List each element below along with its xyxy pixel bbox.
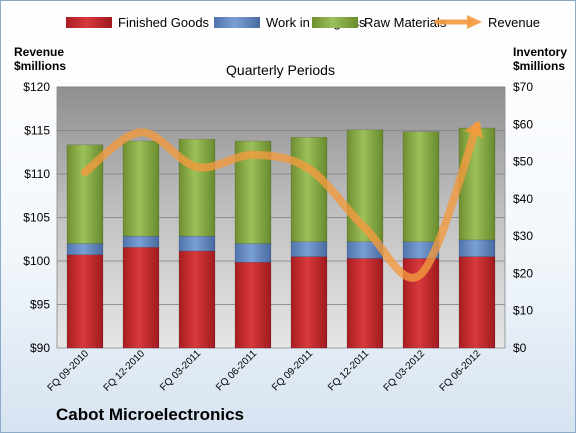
work-in-progress-bar xyxy=(178,235,216,252)
finished-goods-bar xyxy=(458,256,496,349)
left-axis-ticks: $90 $95 $100 $105 $110 $115 $120 xyxy=(23,80,50,355)
right-axis-ticks: $0 $10 $20 $30 $40 $50 $60 $70 xyxy=(513,80,533,355)
raw-materials-bar xyxy=(402,131,440,242)
finished-goods-bar xyxy=(346,258,384,349)
right-axis-title: Inventory $millions xyxy=(513,45,567,73)
right-axis-title-line2: $millions xyxy=(513,59,566,73)
right-axis-title-line1: Inventory xyxy=(513,45,568,59)
chart-title: Quarterly Periods xyxy=(226,62,335,78)
legend-swatch-finished-goods xyxy=(66,17,112,28)
x-axis-category-label: FQ 12-2011 xyxy=(326,348,371,393)
work-in-progress-bar xyxy=(290,241,328,257)
left-axis-title: Revenue $millions xyxy=(14,45,66,73)
work-in-progress-bar xyxy=(458,239,496,257)
revenue-line-group xyxy=(81,120,484,282)
raw-materials-bar xyxy=(122,140,160,237)
finished-goods-bar xyxy=(66,254,104,349)
x-axis-category-label: FQ 12-2010 xyxy=(102,348,148,394)
x-axis-category-label: FQ 06-2012 xyxy=(438,348,484,394)
left-axis-title-line2: $millions xyxy=(14,59,67,73)
legend-label-raw-materials: Raw Materials xyxy=(364,15,447,30)
right-axis-tick-label: $40 xyxy=(513,192,533,206)
x-axis-category-label: FQ 03-2012 xyxy=(382,348,428,394)
raw-materials-bar xyxy=(290,137,328,242)
legend-label-revenue: Revenue xyxy=(488,15,540,30)
legend-label-finished-goods: Finished Goods xyxy=(118,15,210,30)
left-axis-tick-label: $120 xyxy=(23,80,50,94)
company-name: Cabot Microelectronics xyxy=(56,405,244,424)
left-axis-tick-label: $95 xyxy=(30,298,50,312)
x-axis-category-label: FQ 09-2010 xyxy=(46,348,92,394)
right-axis-tick-label: $70 xyxy=(513,80,533,94)
x-axis-ticks: FQ 09-2010 FQ 12-2010 FQ 03-2011 FQ 06-2011… xyxy=(46,348,484,394)
right-axis-tick-label: $60 xyxy=(513,117,533,131)
finished-goods-bar xyxy=(178,250,216,349)
revenue-line xyxy=(81,122,481,282)
right-axis-tick-label: $30 xyxy=(513,229,533,243)
work-in-progress-bar xyxy=(66,243,104,256)
right-axis-tick-label: $0 xyxy=(513,341,527,355)
work-in-progress-bar xyxy=(122,235,160,248)
raw-materials-bar xyxy=(458,127,496,241)
work-in-progress-bar xyxy=(234,243,272,263)
right-axis-tick-label: $10 xyxy=(513,304,533,318)
revenue-line-arrowhead xyxy=(464,120,484,139)
finished-goods-bar xyxy=(234,261,272,349)
x-axis-category-label: FQ 09-2011 xyxy=(270,348,315,393)
finished-goods-bar xyxy=(122,247,160,349)
legend-swatch-work-in-progress xyxy=(214,17,260,28)
legend: Finished Goods Work in Progress Raw Mate… xyxy=(66,15,540,30)
legend-swatch-revenue xyxy=(434,15,482,29)
legend-swatch-raw-materials xyxy=(312,17,358,28)
right-axis-tick-label: $50 xyxy=(513,155,533,169)
right-axis-tick-label: $20 xyxy=(513,266,533,280)
left-axis-tick-label: $100 xyxy=(23,254,50,268)
left-axis-tick-label: $115 xyxy=(24,124,50,138)
x-axis-category-label: FQ 06-2011 xyxy=(214,348,259,393)
left-axis-tick-label: $90 xyxy=(30,341,50,355)
x-axis-category-label: FQ 03-2011 xyxy=(158,348,203,393)
raw-materials-bar xyxy=(178,138,216,237)
left-axis-title-line1: Revenue xyxy=(14,45,65,59)
left-axis-tick-label: $110 xyxy=(24,167,50,181)
finished-goods-bar xyxy=(290,256,328,349)
left-axis-tick-label: $105 xyxy=(23,211,50,225)
